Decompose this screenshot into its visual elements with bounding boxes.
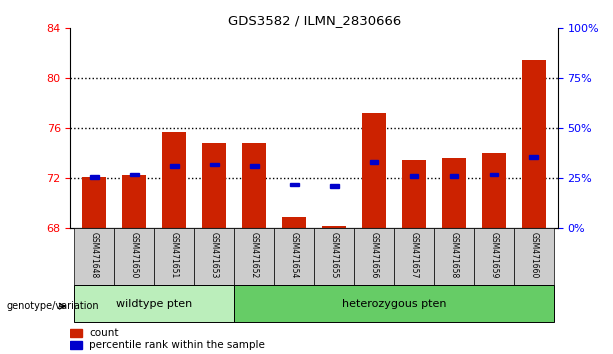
Bar <box>123 175 147 228</box>
Bar <box>130 173 139 176</box>
Bar <box>90 175 99 179</box>
Bar <box>370 160 378 164</box>
FancyBboxPatch shape <box>75 228 115 285</box>
Bar <box>282 217 306 228</box>
FancyBboxPatch shape <box>154 228 194 285</box>
FancyBboxPatch shape <box>75 285 234 322</box>
FancyBboxPatch shape <box>234 285 554 322</box>
Text: GSM471658: GSM471658 <box>449 232 459 279</box>
Text: GSM471657: GSM471657 <box>409 232 419 279</box>
Bar <box>442 158 466 228</box>
Text: GSM471659: GSM471659 <box>489 232 498 279</box>
FancyBboxPatch shape <box>274 228 314 285</box>
Text: GSM471651: GSM471651 <box>170 232 179 279</box>
Bar <box>210 163 219 166</box>
Text: heterozygous pten: heterozygous pten <box>342 298 446 309</box>
Bar <box>362 113 386 228</box>
Text: GSM471660: GSM471660 <box>530 232 538 279</box>
Text: percentile rank within the sample: percentile rank within the sample <box>89 340 265 350</box>
Title: GDS3582 / ILMN_2830666: GDS3582 / ILMN_2830666 <box>227 14 401 27</box>
Bar <box>290 183 299 187</box>
Bar <box>530 155 538 159</box>
Text: count: count <box>89 328 118 338</box>
Bar <box>482 153 506 228</box>
FancyBboxPatch shape <box>394 228 434 285</box>
Bar <box>449 174 459 178</box>
Text: GSM471650: GSM471650 <box>130 232 139 279</box>
Bar <box>490 173 498 176</box>
Bar <box>202 143 226 228</box>
Bar <box>250 164 259 168</box>
Text: GSM471654: GSM471654 <box>290 232 299 279</box>
FancyBboxPatch shape <box>234 228 274 285</box>
Bar <box>409 174 419 178</box>
FancyBboxPatch shape <box>194 228 234 285</box>
Text: genotype/variation: genotype/variation <box>6 301 99 311</box>
Bar <box>70 329 82 337</box>
Bar <box>162 132 186 228</box>
Text: GSM471652: GSM471652 <box>249 232 259 279</box>
Bar <box>522 59 546 228</box>
Text: GSM471653: GSM471653 <box>210 232 219 279</box>
Text: wildtype pten: wildtype pten <box>116 298 192 309</box>
Bar <box>83 177 107 228</box>
FancyBboxPatch shape <box>474 228 514 285</box>
Bar <box>242 143 266 228</box>
Bar <box>330 184 338 188</box>
FancyBboxPatch shape <box>115 228 154 285</box>
Bar <box>322 226 346 228</box>
Text: GSM471648: GSM471648 <box>90 232 99 279</box>
FancyBboxPatch shape <box>354 228 394 285</box>
Bar <box>170 164 179 168</box>
FancyBboxPatch shape <box>434 228 474 285</box>
Text: GSM471655: GSM471655 <box>330 232 338 279</box>
Text: GSM471656: GSM471656 <box>370 232 379 279</box>
Bar <box>70 341 82 349</box>
FancyBboxPatch shape <box>514 228 554 285</box>
FancyBboxPatch shape <box>314 228 354 285</box>
Bar <box>402 160 426 228</box>
